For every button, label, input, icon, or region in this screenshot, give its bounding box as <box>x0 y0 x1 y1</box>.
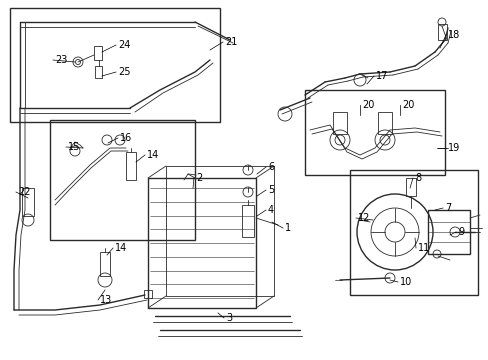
Bar <box>305 90 444 175</box>
Text: 7: 7 <box>444 203 450 213</box>
Text: 21: 21 <box>224 37 237 47</box>
Bar <box>22 188 34 216</box>
Text: 24: 24 <box>118 40 130 50</box>
Bar <box>349 170 477 295</box>
Text: 2: 2 <box>196 173 202 183</box>
Bar <box>242 205 253 237</box>
Bar <box>143 290 152 298</box>
Bar <box>165 166 273 296</box>
Bar <box>100 252 110 276</box>
Text: 4: 4 <box>267 205 274 215</box>
Bar <box>148 178 256 308</box>
Bar <box>405 178 415 196</box>
Text: 9: 9 <box>457 227 463 237</box>
Text: 22: 22 <box>18 187 30 197</box>
Text: 1: 1 <box>285 223 290 233</box>
Text: 17: 17 <box>375 71 387 81</box>
Bar <box>94 46 102 60</box>
Text: 20: 20 <box>361 100 374 110</box>
Text: 12: 12 <box>357 213 369 223</box>
Bar <box>126 152 136 180</box>
Bar <box>10 8 220 122</box>
Bar <box>332 112 346 134</box>
Text: 14: 14 <box>115 243 127 253</box>
Bar <box>377 112 391 134</box>
Bar <box>50 120 195 240</box>
Text: 6: 6 <box>267 162 274 172</box>
Text: 8: 8 <box>414 173 420 183</box>
Text: 11: 11 <box>417 243 429 253</box>
Text: 18: 18 <box>447 30 459 40</box>
Text: 3: 3 <box>225 313 232 323</box>
Text: 14: 14 <box>147 150 159 160</box>
Text: 20: 20 <box>401 100 413 110</box>
Bar <box>95 66 102 78</box>
Text: 25: 25 <box>118 67 130 77</box>
Text: 10: 10 <box>399 277 411 287</box>
Text: 16: 16 <box>120 133 132 143</box>
Text: 15: 15 <box>68 142 80 152</box>
Text: 23: 23 <box>55 55 67 65</box>
Text: 5: 5 <box>267 185 274 195</box>
Text: 19: 19 <box>447 143 459 153</box>
Bar <box>437 24 446 40</box>
Bar <box>427 210 469 254</box>
Text: 13: 13 <box>100 295 112 305</box>
